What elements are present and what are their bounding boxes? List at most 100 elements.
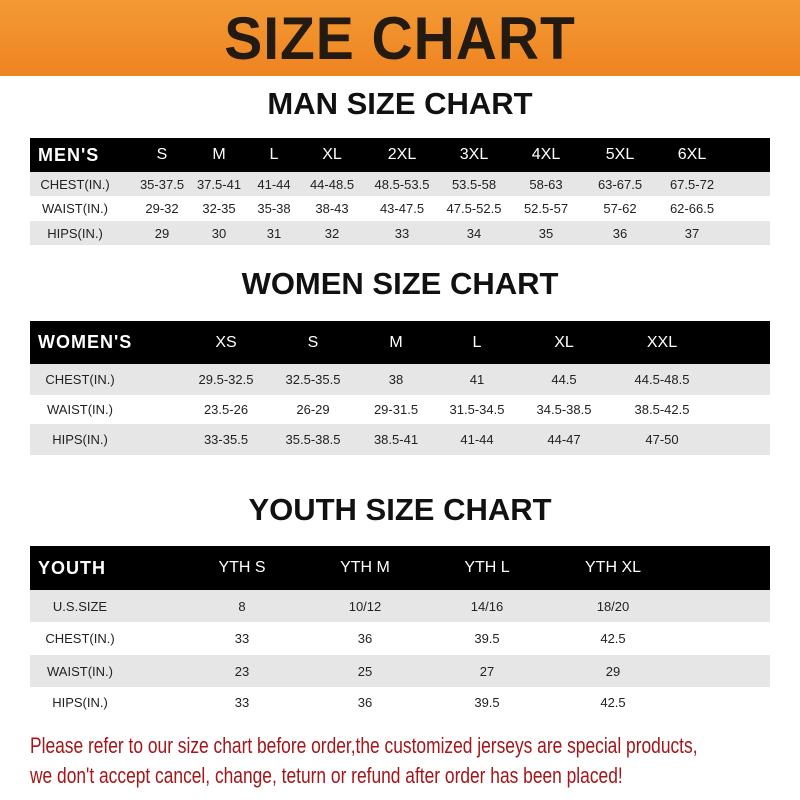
table-row: CHEST(IN.) 29.5-32.5 32.5-35.5 38 41 44.5 44.5… — [30, 364, 770, 395]
table-header-row: MEN'S S M L XL 2XL 3XL 4XL 5XL 6XL — [30, 138, 770, 172]
table-cell: 34 — [466, 225, 482, 241]
women-size-table: WOMEN'S XS S M L XL XXL CHEST(IN.) 29.5-32.5 32.5… — [30, 321, 770, 455]
size-header-cell: M — [212, 146, 226, 163]
men-section-title: MAN SIZE CHART — [267, 86, 533, 121]
size-header-cell: 4XL — [531, 146, 561, 163]
table-row: WAIST(IN.) 23 25 27 29 — [30, 655, 770, 687]
table-row: WAIST(IN.) 23.5-26 26-29 29-31.5 31.5-34.5 34… — [30, 395, 770, 424]
measurement-label: CHEST(IN.) — [45, 372, 115, 387]
table-cell: 35-37.5 — [139, 176, 185, 192]
table-cell: 26-29 — [296, 402, 330, 417]
table-cell: 29 — [154, 225, 170, 241]
table-cell: 36 — [612, 225, 628, 241]
banner-title: SIZE CHART — [224, 4, 576, 72]
table-cell: 33-35.5 — [203, 432, 249, 447]
table-cell: 33 — [234, 631, 250, 646]
table-cell: 42.5 — [600, 631, 626, 646]
table-cell: 29-31.5 — [373, 402, 419, 417]
measurement-label: U.S.SIZE — [52, 598, 108, 614]
table-cell: 47-50 — [645, 432, 679, 447]
table-category-label: WOMEN'S — [38, 332, 133, 352]
size-header-cell: 6XL — [677, 146, 707, 163]
table-cell: 35.5-38.5 — [285, 432, 341, 447]
size-header-cell: 2XL — [387, 146, 417, 163]
table-cell: 47.5-52.5 — [446, 201, 502, 216]
size-header-cell: M — [389, 333, 403, 351]
measurement-label: HIPS(IN.) — [52, 695, 108, 710]
measurement-label: HIPS(IN.) — [52, 432, 108, 447]
women-section-title: WOMEN SIZE CHART — [241, 266, 559, 301]
table-cell: 53.5-58 — [451, 176, 497, 192]
table-cell: 36 — [357, 631, 373, 646]
notice-line-2: we don't accept cancel, change, teturn o… — [30, 763, 623, 788]
measurement-label: WAIST(IN.) — [47, 402, 113, 417]
table-cell: 44.5-48.5 — [634, 372, 690, 387]
size-header-cell: YTH XL — [584, 559, 642, 576]
notice-line-1: Please refer to our size chart before or… — [30, 733, 698, 758]
table-cell: 31 — [266, 225, 282, 241]
table-cell: 32.5-35.5 — [285, 372, 341, 387]
table-cell: 41 — [469, 372, 485, 387]
table-cell: 8 — [238, 598, 246, 614]
measurement-label: HIPS(IN.) — [47, 225, 103, 241]
title-banner: SIZE CHART — [0, 0, 800, 76]
table-cell: 39.5 — [474, 695, 500, 710]
size-header-cell: YTH L — [464, 559, 510, 576]
table-cell: 43-47.5 — [379, 201, 425, 216]
table-cell: 35 — [538, 225, 554, 241]
table-cell: 10/12 — [348, 598, 382, 614]
table-category-label: YOUTH — [38, 557, 106, 578]
table-cell: 62-66.5 — [669, 201, 715, 216]
size-header-cell: YTH S — [218, 559, 266, 576]
table-cell: 32-35 — [202, 201, 236, 216]
table-row: HIPS(IN.) 33 36 39.5 42.5 — [30, 687, 770, 718]
youth-section-title: YOUTH SIZE CHART — [248, 492, 552, 527]
table-cell: 37 — [684, 225, 700, 241]
table-cell: 42.5 — [600, 695, 626, 710]
table-cell: 14/16 — [470, 598, 504, 614]
table-header-row: YOUTH YTH S YTH M YTH L YTH XL — [30, 546, 770, 590]
table-cell: 31.5-34.5 — [449, 402, 505, 417]
size-header-cell: XL — [554, 333, 574, 351]
table-cell: 38 — [388, 372, 404, 387]
size-header-cell: XL — [322, 146, 342, 163]
measurement-label: CHEST(IN.) — [45, 631, 115, 646]
table-row: HIPS(IN.) 33-35.5 35.5-38.5 38.5-41 41-44 44-… — [30, 424, 770, 455]
measurement-label: WAIST(IN.) — [42, 201, 108, 216]
table-cell: 44.5 — [551, 372, 577, 387]
table-cell: 36 — [357, 695, 373, 710]
table-cell: 37.5-41 — [196, 176, 242, 192]
table-row: CHEST(IN.) 33 36 39.5 42.5 — [30, 622, 770, 655]
table-cell: 32 — [324, 225, 340, 241]
table-cell: 39.5 — [474, 631, 500, 646]
table-cell: 38.5-42.5 — [634, 402, 690, 417]
table-cell: 33 — [394, 225, 410, 241]
table-cell: 30 — [211, 225, 227, 241]
table-cell: 44-47 — [547, 432, 581, 447]
table-cell: 48.5-53.5 — [374, 176, 430, 192]
size-header-cell: L — [472, 333, 482, 351]
table-cell: 41-44 — [460, 432, 494, 447]
table-cell: 63-67.5 — [597, 176, 643, 192]
table-cell: 38.5-41 — [373, 432, 419, 447]
size-header-cell: 3XL — [459, 146, 489, 163]
table-cell: 27 — [479, 663, 495, 679]
youth-size-table: YOUTH YTH S YTH M YTH L YTH XL U.S.SIZE 8 10/12… — [30, 546, 770, 718]
table-cell: 34.5-38.5 — [536, 402, 592, 417]
table-cell: 41-44 — [257, 176, 291, 192]
table-row: U.S.SIZE 8 10/12 14/16 18/20 — [30, 590, 770, 622]
size-header-cell: S — [307, 333, 319, 351]
table-cell: 52.5-57 — [523, 201, 569, 216]
table-row: WAIST(IN.) 29-32 32-35 35-38 38-43 43-47.5 47.… — [30, 196, 770, 221]
table-cell: 25 — [357, 663, 373, 679]
table-cell: 38-43 — [315, 201, 349, 216]
table-cell: 67.5-72 — [669, 176, 715, 192]
table-cell: 23.5-26 — [203, 402, 249, 417]
size-header-cell: L — [269, 146, 279, 163]
table-category-label: MEN'S — [38, 144, 100, 165]
table-cell: 18/20 — [596, 598, 630, 614]
measurement-label: WAIST(IN.) — [47, 663, 113, 679]
table-row: CHEST(IN.) 35-37.5 37.5-41 41-44 44-48.5 48.5… — [30, 172, 770, 196]
table-cell: 29-32 — [145, 201, 179, 216]
size-header-cell: YTH M — [340, 559, 390, 576]
